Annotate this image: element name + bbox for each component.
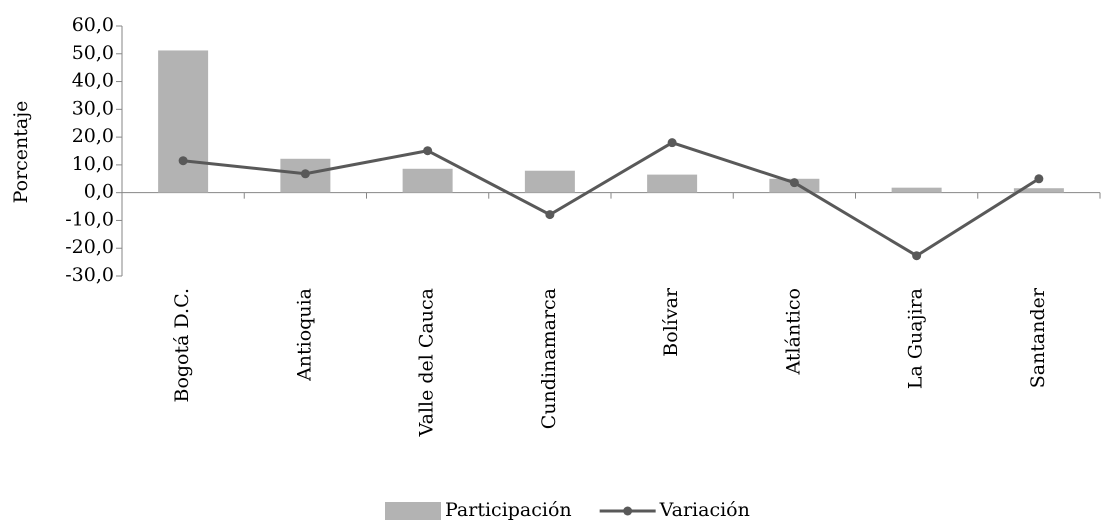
legend-label: Participación — [445, 499, 572, 521]
line-point — [667, 138, 677, 148]
line-point — [545, 210, 555, 220]
line-point — [789, 178, 799, 188]
y-tick-label: 60,0 — [72, 14, 114, 36]
line-point — [423, 146, 433, 156]
x-tick-label: Santander — [1027, 287, 1049, 388]
line — [182, 141, 1040, 258]
y-tick-label: 50,0 — [72, 42, 114, 64]
x-tick-label: Bogotá D.C. — [171, 288, 193, 403]
y-tick-label: 40,0 — [72, 70, 114, 92]
x-tick-label: Cundinamarca — [538, 288, 560, 429]
line-point — [300, 169, 310, 179]
x-tick-label: La Guajira — [905, 288, 927, 389]
y-tick-label: 20,0 — [72, 125, 114, 147]
x-tick-label: Bolívar — [660, 287, 682, 357]
legend-label: Variación — [659, 499, 750, 521]
bar — [524, 170, 575, 193]
x-tick-label: Atlántico — [782, 288, 804, 375]
y-tick-label: 0,0 — [84, 181, 114, 203]
bar — [647, 174, 698, 193]
bar — [402, 168, 453, 193]
y-tick-label: 30,0 — [72, 97, 114, 119]
bar — [1013, 188, 1064, 193]
legend-swatch — [385, 502, 441, 520]
y-tick-label: -20,0 — [65, 236, 114, 258]
bar — [158, 50, 209, 193]
x-tick-label: Antioquia — [293, 288, 315, 382]
line-point — [178, 156, 188, 166]
x-tick-label: Valle del Cauca — [416, 288, 438, 437]
y-tick-label: -10,0 — [65, 208, 114, 230]
line-point — [912, 251, 922, 261]
y-axis-title: Porcentaje — [10, 101, 32, 204]
y-tick-label: 10,0 — [72, 153, 114, 175]
y-tick-label: -30,0 — [65, 264, 114, 286]
line-point — [1034, 174, 1044, 184]
bar — [891, 187, 942, 193]
legend-swatch-dot — [623, 506, 633, 516]
